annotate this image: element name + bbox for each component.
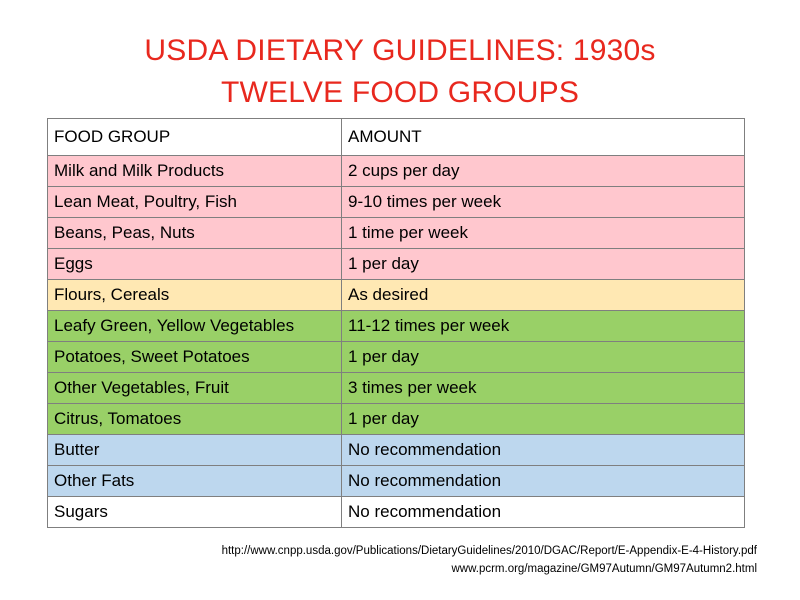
food-group-cell: Lean Meat, Poultry, Fish	[47, 186, 342, 218]
table-row: Butter No recommendation	[47, 434, 745, 466]
food-group-cell: Leafy Green, Yellow Vegetables	[47, 310, 342, 342]
table-row: Potatoes, Sweet Potatoes 1 per day	[47, 341, 745, 373]
amount-cell: No recommendation	[341, 496, 745, 528]
table-row: Eggs 1 per day	[47, 248, 745, 280]
food-group-cell: Butter	[47, 434, 342, 466]
food-groups-table-body: FOOD GROUP AMOUNT Milk and Milk Products…	[47, 118, 745, 528]
source-link-usda[interactable]: http://www.cnpp.usda.gov/Publications/Di…	[221, 545, 757, 557]
table-row: Other Vegetables, Fruit 3 times per week	[47, 372, 745, 404]
food-group-cell: Flours, Cereals	[47, 279, 342, 311]
amount-cell: 2 cups per day	[341, 155, 745, 187]
title-line-1: USDA DIETARY GUIDELINES: 1930s	[144, 34, 656, 67]
amount-cell: 11-12 times per week	[341, 310, 745, 342]
table-row: Sugars No recommendation	[47, 496, 745, 528]
table-row: Beans, Peas, Nuts 1 time per week	[47, 217, 745, 249]
amount-cell: No recommendation	[341, 465, 745, 497]
amount-cell: 1 per day	[341, 341, 745, 373]
amount-cell: 1 per day	[341, 403, 745, 435]
food-group-cell: Other Vegetables, Fruit	[47, 372, 342, 404]
source-link-pcrm[interactable]: www.pcrm.org/magazine/GM97Autumn/GM97Aut…	[451, 563, 757, 575]
food-group-cell: Beans, Peas, Nuts	[47, 217, 342, 249]
amount-cell: 9-10 times per week	[341, 186, 745, 218]
food-group-cell: Eggs	[47, 248, 342, 280]
amount-cell: No recommendation	[341, 434, 745, 466]
table-row: Leafy Green, Yellow Vegetables 11-12 tim…	[47, 310, 745, 342]
source-citations: http://www.cnpp.usda.gov/Publications/Di…	[222, 542, 757, 578]
table-row: Milk and Milk Products 2 cups per day	[47, 155, 745, 187]
title-line-2: TWELVE FOOD GROUPS	[220, 76, 580, 109]
header-amount: AMOUNT	[341, 118, 745, 156]
table-row: Other Fats No recommendation	[47, 465, 745, 497]
header-food-group: FOOD GROUP	[47, 118, 342, 156]
food-group-cell: Potatoes, Sweet Potatoes	[47, 341, 342, 373]
food-groups-table: FOOD GROUP AMOUNT Milk and Milk Products…	[47, 118, 745, 528]
amount-cell: As desired	[341, 279, 745, 311]
table-header-row: FOOD GROUP AMOUNT	[47, 118, 745, 156]
amount-cell: 1 time per week	[341, 217, 745, 249]
food-group-cell: Milk and Milk Products	[47, 155, 342, 187]
amount-cell: 1 per day	[341, 248, 745, 280]
table-row: Flours, Cereals As desired	[47, 279, 745, 311]
food-group-cell: Citrus, Tomatoes	[47, 403, 342, 435]
amount-cell: 3 times per week	[341, 372, 745, 404]
food-group-cell: Other Fats	[47, 465, 342, 497]
table-row: Lean Meat, Poultry, Fish 9-10 times per …	[47, 186, 745, 218]
slide-title: USDA DIETARY GUIDELINES: 1930s TWELVE FO…	[0, 30, 800, 114]
food-group-cell: Sugars	[47, 496, 342, 528]
table-row: Citrus, Tomatoes 1 per day	[47, 403, 745, 435]
